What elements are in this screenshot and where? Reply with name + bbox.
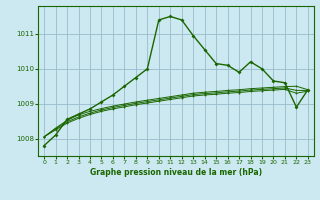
X-axis label: Graphe pression niveau de la mer (hPa): Graphe pression niveau de la mer (hPa) [90,168,262,177]
